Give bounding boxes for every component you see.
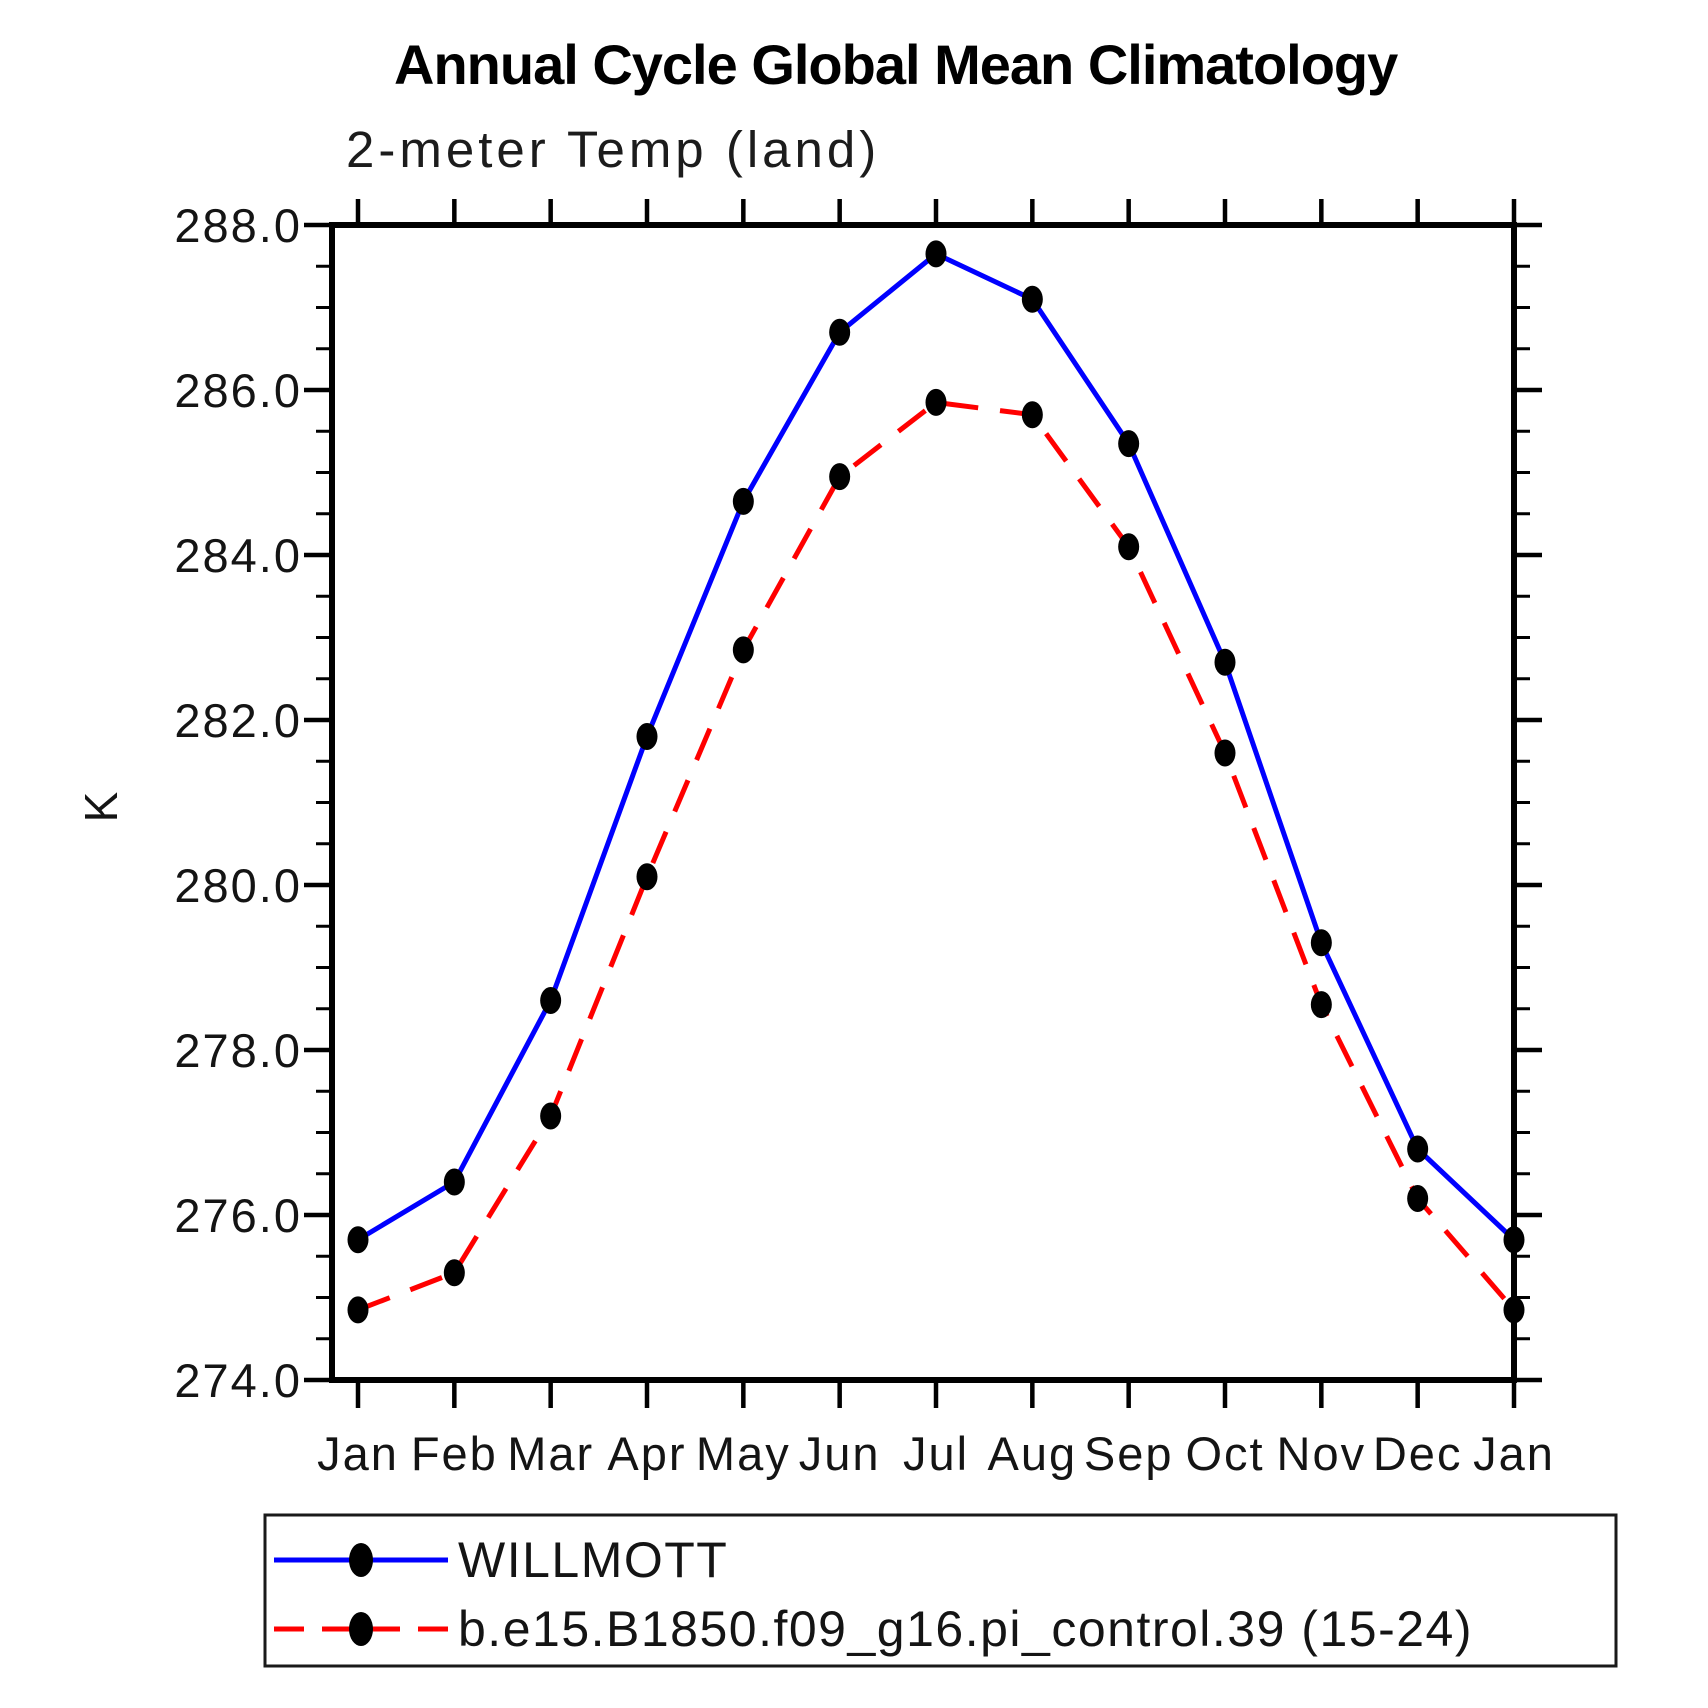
x-tick-label: Feb	[411, 1427, 498, 1480]
y-tick-label: 286.0	[174, 364, 302, 417]
x-tick-label: Aug	[988, 1427, 1078, 1480]
x-tick-label: Jan	[1473, 1427, 1555, 1480]
data-point-marker	[540, 987, 562, 1014]
data-point-marker	[1310, 991, 1332, 1019]
data-point-marker	[347, 1226, 369, 1254]
data-point-marker	[1310, 929, 1332, 957]
y-tick-label: 284.0	[174, 529, 302, 582]
data-point-marker	[925, 388, 947, 416]
data-point-marker	[636, 863, 658, 891]
x-tick-label: Jan	[317, 1427, 399, 1480]
data-point-marker	[1503, 1296, 1525, 1324]
data-point-marker	[443, 1259, 465, 1287]
data-point-marker	[1214, 648, 1236, 676]
legend-label-0: WILLMOTT	[458, 1532, 728, 1588]
y-tick-label: 288.0	[174, 199, 302, 252]
data-point-marker	[732, 487, 754, 515]
data-point-marker	[1214, 739, 1236, 767]
data-point-marker	[829, 463, 851, 491]
data-point-marker	[1118, 533, 1140, 561]
data-point-marker	[347, 1296, 369, 1324]
x-tick-label: May	[696, 1427, 791, 1480]
x-tick-label: Nov	[1277, 1427, 1367, 1480]
plot-frame	[329, 222, 1517, 1383]
x-tick-label: Jul	[903, 1427, 969, 1480]
y-tick-label: 278.0	[174, 1024, 302, 1077]
y-tick-label: 274.0	[174, 1354, 302, 1407]
legend-box	[263, 1513, 1618, 1668]
data-point-marker	[1118, 430, 1140, 458]
data-point-marker	[636, 723, 658, 750]
y-tick-label: 280.0	[174, 859, 302, 912]
x-tick-label: Mar	[507, 1427, 594, 1480]
y-tick-label: 276.0	[174, 1189, 302, 1242]
legend-marker-0	[349, 1543, 373, 1577]
x-tick-label: Jun	[799, 1427, 881, 1480]
y-tick-label: 282.0	[174, 694, 302, 747]
legend-marker-1	[349, 1612, 373, 1646]
x-tick-label: Sep	[1084, 1427, 1174, 1480]
data-point-marker	[925, 240, 947, 268]
x-tick-label: Dec	[1373, 1427, 1463, 1480]
data-point-marker	[1021, 285, 1043, 313]
series-line-1	[357, 399, 1516, 1313]
data-point-marker	[1503, 1226, 1525, 1254]
x-tick-label: Apr	[607, 1427, 686, 1480]
y-axis-title: K	[75, 790, 127, 823]
data-point-marker	[443, 1168, 465, 1196]
data-point-marker	[540, 1102, 562, 1130]
data-point-marker	[829, 318, 851, 346]
chart-title: Annual Cycle Global Mean Climatology	[394, 33, 1398, 96]
data-point-marker	[732, 636, 754, 664]
data-point-marker	[1021, 401, 1043, 429]
data-point-marker	[1407, 1135, 1429, 1163]
chart-subtitle: 2-meter Temp (land)	[346, 121, 881, 178]
x-tick-label: Oct	[1185, 1427, 1264, 1480]
legend-label-1: b.e15.B1850.f09_g16.pi_control.39 (15-24…	[458, 1601, 1473, 1657]
data-point-marker	[1407, 1185, 1429, 1212]
